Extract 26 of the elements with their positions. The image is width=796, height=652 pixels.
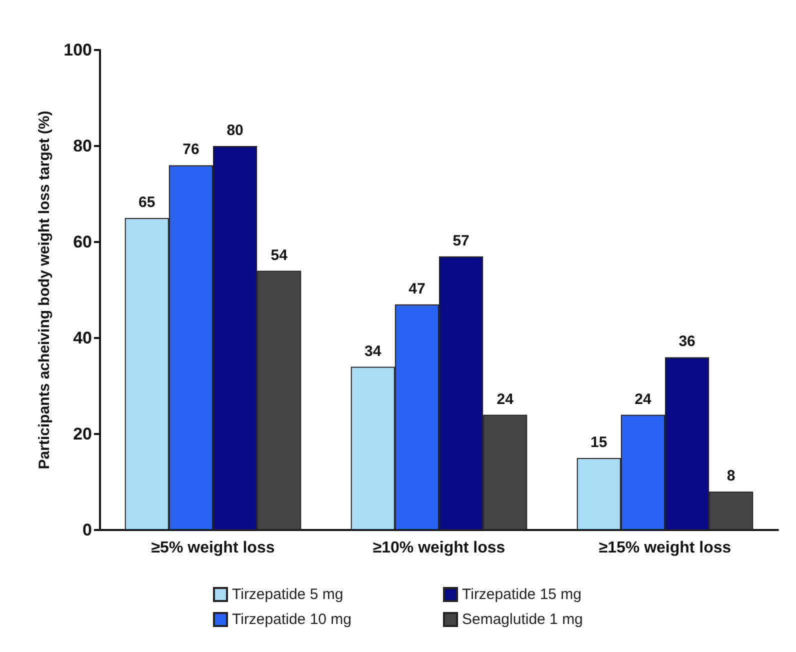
data-label: 54: [270, 246, 288, 264]
data-label: 36: [678, 333, 696, 350]
x-tick-label: ≥15% weight loss: [598, 540, 732, 556]
x-tick-label: ≥5% weight loss: [151, 540, 275, 556]
data-label: 15: [590, 434, 608, 451]
data-label: 80: [226, 122, 244, 139]
y-tick-label: 80: [73, 136, 92, 156]
data-label: 57: [452, 232, 470, 250]
legend-label: Semaglutide 1 mg: [462, 611, 583, 628]
data-label: 24: [496, 390, 514, 408]
y-tick-label: 40: [73, 328, 92, 348]
data-label: 8: [726, 468, 736, 485]
y-tick-label: 100: [64, 40, 92, 60]
y-tick-label: 60: [73, 232, 92, 252]
legend-label: Tirzepatide 15 mg: [462, 586, 582, 603]
y-tick-label: 20: [73, 424, 92, 444]
legend-label: Tirzepatide 5 mg: [232, 586, 344, 603]
y-axis-title: Participants acheiving body weight loss target (%): [36, 110, 53, 470]
data-label: 24: [634, 390, 652, 408]
data-label: 34: [364, 342, 382, 360]
legend-label: Tirzepatide 10 mg: [232, 611, 352, 628]
data-label: 47: [408, 280, 426, 298]
x-tick-label: ≥10% weight loss: [372, 540, 506, 556]
data-label: 65: [138, 194, 156, 211]
data-label: 76: [182, 141, 200, 158]
y-tick-label: 0: [82, 520, 92, 540]
